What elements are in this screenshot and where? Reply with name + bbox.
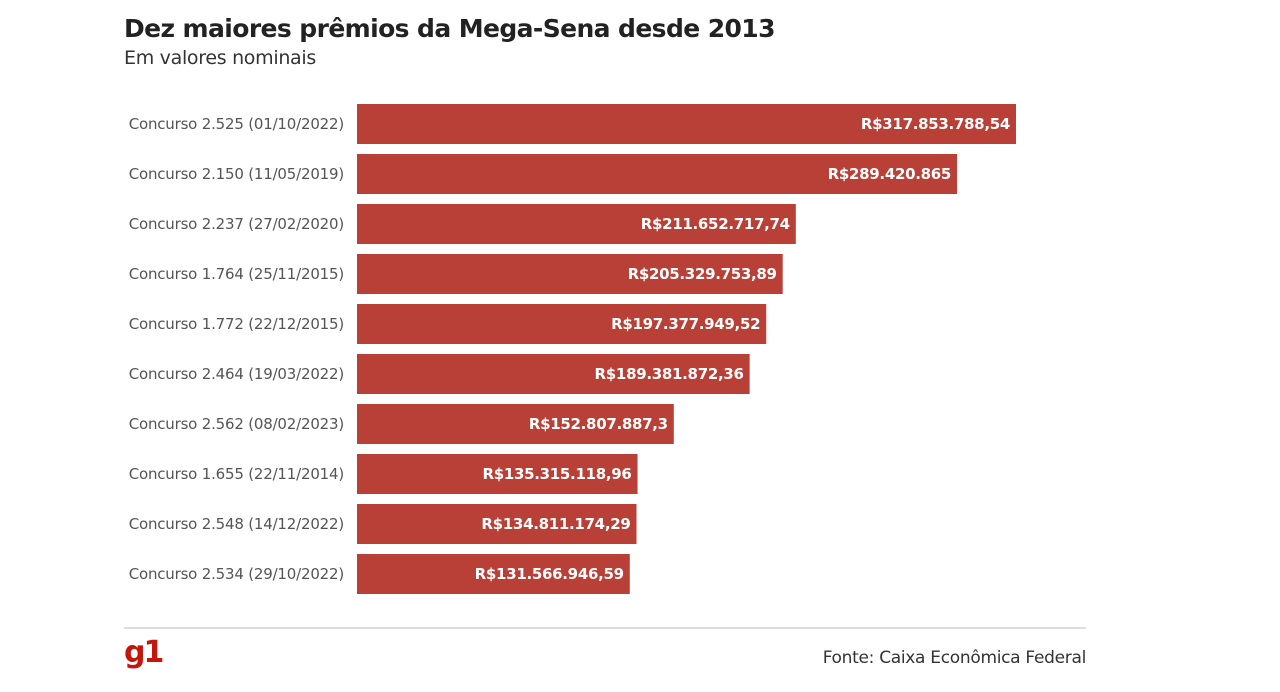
bar [357, 154, 958, 194]
category-label: Concurso 2.548 (14/12/2022) [129, 515, 344, 533]
bar [357, 504, 637, 544]
bar [357, 104, 1016, 144]
value-label: R$317.853.788,54 [861, 115, 1010, 133]
chart-subtitle: Em valores nominais [124, 47, 316, 69]
category-label: Concurso 2.525 (01/10/2022) [129, 115, 344, 133]
category-label: Concurso 2.237 (27/02/2020) [129, 215, 344, 233]
category-label: Concurso 2.534 (29/10/2022) [129, 565, 344, 583]
value-label: R$131.566.946,59 [475, 565, 624, 583]
category-label: Concurso 1.764 (25/11/2015) [129, 265, 344, 283]
chart-title: Dez maiores prêmios da Mega-Sena desde 2… [124, 14, 776, 43]
value-label: R$197.377.949,52 [611, 315, 760, 333]
value-label: R$211.652.717,74 [641, 215, 790, 233]
category-label: Concurso 2.150 (11/05/2019) [129, 165, 344, 183]
bar [357, 404, 674, 444]
footer-divider [124, 627, 1086, 629]
category-label: Concurso 2.562 (08/02/2023) [129, 415, 344, 433]
value-label: R$152.807.887,3 [529, 415, 668, 433]
category-label: Concurso 1.772 (22/12/2015) [129, 315, 344, 333]
bar [357, 554, 630, 594]
value-label: R$189.381.872,36 [595, 365, 744, 383]
source-note: Fonte: Caixa Econômica Federal [822, 648, 1087, 668]
bar [357, 254, 783, 294]
g1-logo: g1 [124, 635, 164, 670]
value-label: R$289.420.865 [828, 165, 951, 183]
value-label: R$134.811.174,29 [481, 515, 630, 533]
value-label: R$135.315.118,96 [482, 465, 631, 483]
bar [357, 204, 796, 244]
value-label: R$205.329.753,89 [628, 265, 777, 283]
bar [357, 354, 750, 394]
category-label: Concurso 2.464 (19/03/2022) [129, 365, 344, 383]
category-label: Concurso 1.655 (22/11/2014) [129, 465, 344, 483]
bar [357, 304, 767, 344]
bar [357, 454, 638, 494]
